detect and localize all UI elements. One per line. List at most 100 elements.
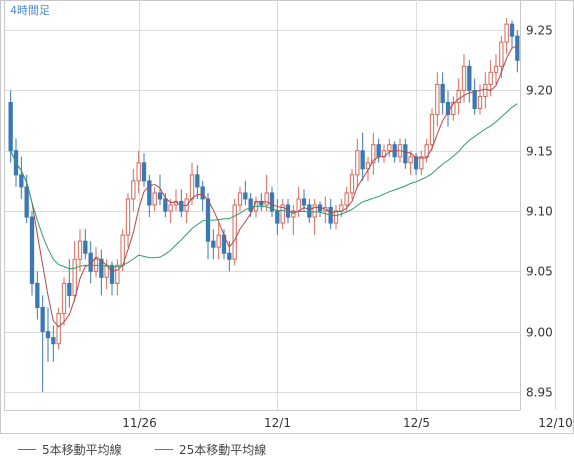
axis-ticks: 8.95 9.00 9.05 9.10 9.15 9.20 9.25 11/26 12/1 12/… — [122, 24, 573, 431]
candle-up — [499, 41, 504, 67]
candle-up — [232, 204, 237, 260]
ma5-line — [10, 45, 518, 328]
candle-up — [152, 192, 157, 206]
candle-up — [280, 204, 285, 224]
candle-down — [67, 282, 72, 296]
candle-up — [333, 210, 339, 224]
candle-up — [216, 234, 221, 248]
candle-down — [35, 282, 40, 309]
candle-down — [269, 192, 275, 212]
candle-up — [435, 83, 440, 116]
legend-label-ma5: 5本移動平均線 — [42, 443, 122, 457]
y-tick-label: 9.25 — [526, 24, 553, 38]
candle-up — [387, 144, 392, 152]
y-tick-label: 9.10 — [526, 205, 553, 219]
legend: 5本移動平均線 25本移動平均線 — [0, 434, 574, 462]
candle-down — [376, 144, 381, 158]
candle-down — [99, 258, 104, 278]
candle-up — [344, 192, 349, 206]
candle-down — [403, 144, 408, 164]
candle-up — [371, 144, 376, 164]
candle-up — [72, 258, 77, 296]
candle-up — [461, 65, 467, 91]
legend-label-ma25: 25本移動平均線 — [179, 443, 267, 457]
candle-up — [136, 162, 141, 182]
candle-up — [424, 144, 429, 158]
candle-down — [24, 186, 29, 218]
moving-average-lines — [10, 45, 518, 328]
candle-down — [360, 150, 365, 170]
candle-down — [200, 186, 205, 200]
candle-down — [248, 198, 253, 212]
candle-down — [163, 198, 168, 212]
candle-up — [483, 83, 488, 97]
ma5-swatch — [18, 449, 36, 450]
ma25-line — [10, 103, 518, 270]
candle-up — [488, 71, 493, 85]
candle-up — [56, 313, 61, 345]
candle-up — [291, 210, 296, 218]
candle-down — [259, 200, 264, 206]
x-tick-label: 11/26 — [122, 416, 157, 430]
candle-down — [515, 35, 520, 61]
y-tick-label: 9.20 — [526, 84, 553, 98]
chart-svg: 8.95 9.00 9.05 9.10 9.15 9.20 9.25 11/26 12/1 12/… — [0, 0, 574, 434]
candle-down — [147, 180, 152, 206]
candle-up — [296, 198, 301, 212]
candle-up — [493, 65, 499, 73]
candle-down — [83, 240, 88, 254]
candle-up — [408, 156, 413, 164]
y-tick-label: 9.15 — [526, 145, 553, 159]
candle-down — [45, 331, 51, 339]
x-tick-label: 12/10 — [538, 416, 573, 430]
candle-up — [168, 204, 173, 212]
candle-up — [237, 192, 243, 206]
candle-down — [211, 240, 216, 248]
candle-down — [8, 102, 13, 152]
candle-up — [61, 282, 67, 315]
candle-down — [275, 210, 280, 224]
grid-lines — [4, 0, 556, 411]
candle-up — [312, 204, 317, 218]
candle-up — [189, 174, 195, 200]
candle-down — [413, 156, 419, 170]
candle-down — [243, 192, 248, 200]
candle-up — [504, 23, 509, 43]
legend-item-ma25: 25本移動平均線 — [155, 441, 266, 458]
candle-down — [40, 307, 45, 333]
candle-down — [141, 162, 147, 182]
candle-up — [451, 102, 456, 116]
candle-up — [355, 150, 360, 176]
candle-down — [179, 200, 184, 212]
candle-up — [365, 162, 371, 170]
candle-down — [109, 264, 115, 284]
candle-up — [264, 192, 269, 206]
legend-item-ma5: 5本移動平均線 — [18, 441, 122, 458]
candle-down — [445, 102, 451, 116]
candle-down — [467, 65, 472, 91]
candle-down — [301, 198, 307, 206]
candle-down — [307, 204, 312, 218]
y-tick-label: 8.95 — [526, 386, 553, 400]
candle-up — [419, 156, 424, 170]
candle-down — [195, 174, 200, 188]
y-tick-label: 9.00 — [526, 326, 553, 340]
x-tick-label: 12/5 — [403, 416, 430, 430]
candle-down — [29, 216, 35, 284]
candle-up — [477, 95, 483, 110]
candle-down — [509, 23, 515, 37]
candle-down — [51, 337, 56, 345]
timeframe-label: 4時間足 — [10, 4, 50, 17]
candle-up — [131, 180, 136, 200]
candles — [8, 18, 520, 392]
candle-up — [349, 174, 355, 194]
candle-up — [429, 114, 435, 146]
candle-down — [157, 192, 163, 200]
candle-down — [227, 252, 232, 260]
candle-up — [77, 240, 83, 260]
candle-up — [456, 89, 461, 104]
candle-up — [115, 264, 120, 284]
y-tick-label: 9.05 — [526, 265, 553, 279]
candle-up — [125, 198, 131, 236]
